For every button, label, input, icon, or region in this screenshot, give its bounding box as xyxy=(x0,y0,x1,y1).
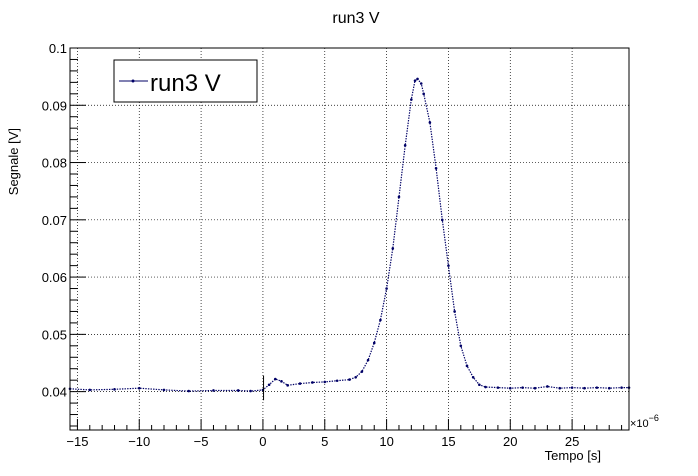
data-point xyxy=(478,383,481,387)
data-point xyxy=(620,386,623,389)
y-axis-title: Segnale [V] xyxy=(6,128,21,195)
y-tick-label: 0.07 xyxy=(42,213,67,228)
data-point xyxy=(88,388,92,392)
data-point xyxy=(546,385,549,388)
data-point xyxy=(422,92,426,96)
data-point xyxy=(162,388,166,392)
data-point xyxy=(434,166,438,170)
data-point xyxy=(286,384,289,387)
x-tick-label: 25 xyxy=(565,434,579,449)
data-point xyxy=(521,386,524,389)
data-point xyxy=(403,144,407,147)
x-tick-label: 0 xyxy=(259,434,266,449)
y-tick-label: 0.05 xyxy=(42,327,67,342)
x-tick-label: 10 xyxy=(379,434,393,449)
data-layer xyxy=(68,77,631,401)
data-point xyxy=(595,386,599,389)
axis-layer: −15 −10 −5 0 5 10 15 20 25 0.04 0.05 0.06 0.07 0.08 0.… xyxy=(42,41,623,449)
data-point xyxy=(416,77,419,81)
data-point xyxy=(360,370,364,373)
data-point xyxy=(607,386,611,390)
data-point xyxy=(212,389,215,392)
data-point xyxy=(249,389,252,393)
plot-frame xyxy=(69,47,630,431)
data-point xyxy=(354,376,357,379)
data-point xyxy=(236,389,240,392)
grid-layer xyxy=(70,48,629,430)
data-point xyxy=(465,364,469,368)
data-point xyxy=(558,386,562,390)
data-point xyxy=(391,247,395,250)
series-line xyxy=(69,78,629,392)
data-point xyxy=(379,318,382,322)
y-tick-label: 0.06 xyxy=(42,270,67,285)
data-point xyxy=(410,98,413,101)
data-point xyxy=(459,344,463,348)
data-point xyxy=(440,218,444,222)
y-tick-label: 0.08 xyxy=(42,156,67,171)
x-axis-multiplier: ×10−6 xyxy=(630,413,659,430)
legend-marker-dot xyxy=(131,79,135,83)
x-tick-label: −5 xyxy=(194,434,209,449)
legend-label: run3 V xyxy=(150,70,221,97)
data-point xyxy=(508,386,512,390)
data-point xyxy=(484,385,487,389)
data-point xyxy=(413,79,417,82)
x-tick-label: 20 xyxy=(503,434,517,449)
y-tick-label: 0.1 xyxy=(49,41,67,56)
x-tick-label: 15 xyxy=(441,434,455,449)
data-point xyxy=(298,382,302,385)
data-point xyxy=(570,386,574,389)
x-tick-label: 5 xyxy=(321,434,328,449)
data-point xyxy=(137,386,141,390)
data-point xyxy=(419,82,423,85)
data-point xyxy=(113,388,116,391)
data-point xyxy=(311,381,314,384)
x-tick-label: −15 xyxy=(66,434,88,449)
data-point xyxy=(496,386,500,389)
data-point xyxy=(447,264,450,267)
chart-title: run3 V xyxy=(332,10,379,27)
data-point xyxy=(372,341,376,345)
x-tick-label: −10 xyxy=(128,434,150,449)
x-axis-title: Tempo [s] xyxy=(545,448,601,463)
data-point xyxy=(533,386,537,390)
data-point xyxy=(397,195,401,199)
data-point xyxy=(453,310,456,313)
data-point xyxy=(280,380,283,383)
data-point xyxy=(385,287,388,290)
y-tick-label: 0.04 xyxy=(42,385,67,400)
data-point xyxy=(187,389,191,393)
y-tick-label: 0.09 xyxy=(42,98,67,113)
data-point xyxy=(267,383,271,387)
data-point xyxy=(348,378,351,381)
data-point xyxy=(323,380,327,384)
data-point xyxy=(335,379,339,383)
data-point xyxy=(366,358,370,362)
data-point xyxy=(471,376,475,379)
legend: run3 V xyxy=(113,59,258,103)
data-point xyxy=(428,121,432,124)
data-point xyxy=(273,377,277,381)
data-point xyxy=(583,386,586,390)
